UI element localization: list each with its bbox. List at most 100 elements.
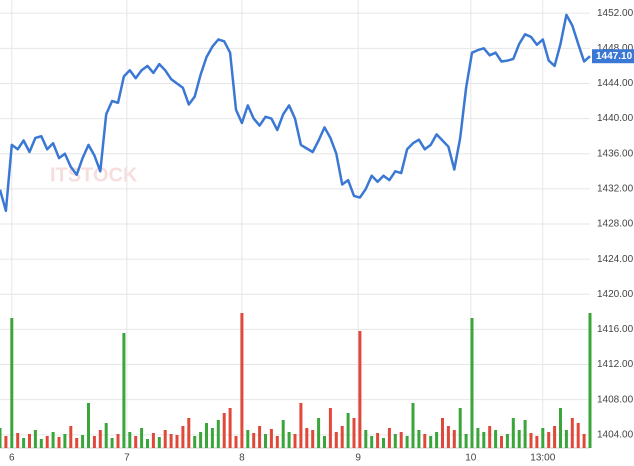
volume-bar <box>570 418 574 448</box>
volume-bar <box>246 430 250 448</box>
price-tag <box>592 49 634 64</box>
y-tick-label: 1448.00 <box>597 43 634 54</box>
volume-bar <box>228 408 232 448</box>
volume-bar <box>234 436 238 448</box>
volume-bar <box>476 428 480 448</box>
volume-bar <box>216 420 220 448</box>
volume-bar <box>181 426 185 448</box>
volume-bar <box>75 438 79 448</box>
volume-bar <box>547 432 551 448</box>
y-tick-label: 1452.00 <box>597 8 634 19</box>
volume-bar <box>323 436 326 448</box>
volume-bar <box>81 435 85 448</box>
volume-bar <box>157 437 161 448</box>
volume-bar <box>28 434 31 448</box>
volume-bar <box>240 313 244 448</box>
volume-bar <box>57 437 61 448</box>
volume-bar <box>529 433 533 448</box>
volume-bar <box>340 426 344 448</box>
y-tick-label: 1436.00 <box>597 148 634 159</box>
volume-bar <box>269 429 273 448</box>
y-tick-label: 1440.00 <box>597 113 634 124</box>
y-tick-label: 1404.00 <box>597 429 634 440</box>
volume-bar <box>275 436 279 448</box>
volume-bar <box>299 403 303 448</box>
volume-bar <box>281 420 285 448</box>
volume-bar <box>553 426 557 448</box>
volume-bar <box>134 436 138 448</box>
volume-bar <box>429 436 433 448</box>
x-tick-label: 13:00 <box>530 453 555 464</box>
volume-bar <box>435 432 439 448</box>
volume-bar <box>222 413 226 448</box>
volume-bar <box>205 423 208 448</box>
volume-bar <box>293 434 297 448</box>
volume-bar <box>4 436 8 448</box>
volume-bar <box>500 436 503 448</box>
volume-bar <box>187 418 191 448</box>
y-tick-label: 1408.00 <box>597 394 634 405</box>
volume-bar <box>92 436 96 448</box>
x-tick-label: 8 <box>239 453 245 464</box>
volume-bar <box>116 434 120 448</box>
y-tick-label: 1424.00 <box>597 254 634 265</box>
volume-bar <box>146 439 149 448</box>
volume-bar <box>582 434 586 448</box>
volume-bar <box>334 432 338 448</box>
volume-bar <box>370 436 374 448</box>
volume-bar <box>576 423 580 448</box>
volume-bar <box>317 418 321 448</box>
volume-bar <box>523 420 527 448</box>
volume-bar <box>470 318 474 448</box>
volume-bar <box>199 432 203 448</box>
volume-bar <box>517 430 521 448</box>
volume-bar <box>163 430 167 448</box>
volume-bar <box>358 331 362 448</box>
volume-bar <box>482 432 486 448</box>
volume-bar <box>151 433 155 448</box>
volume-bar <box>328 408 332 448</box>
volume-bar <box>22 438 26 448</box>
volume-bar <box>63 434 67 448</box>
volume-bar <box>417 430 421 448</box>
volume-bar <box>541 428 545 448</box>
watermark: ITSTOCK <box>50 164 138 186</box>
volume-bar <box>0 428 2 448</box>
volume-bar <box>16 433 20 448</box>
x-tick-label: 10 <box>465 453 477 464</box>
volume-bar <box>252 433 256 448</box>
volume-bar <box>399 432 403 448</box>
volume-bar <box>382 438 385 448</box>
volume-bar <box>535 436 539 448</box>
volume-bar <box>352 418 356 448</box>
y-tick-label: 1412.00 <box>597 359 634 370</box>
volume-bar <box>104 423 108 448</box>
y-tick-label: 1432.00 <box>597 184 634 195</box>
volume-bar <box>305 428 309 448</box>
x-tick-label: 7 <box>124 453 130 464</box>
volume-bar <box>33 430 37 448</box>
volume-bar <box>588 313 592 448</box>
volume-bar <box>210 428 214 448</box>
volume-bar <box>464 434 468 448</box>
price-tag-label: 1447.10 <box>596 51 633 62</box>
volume-bar <box>423 434 427 448</box>
volume-bar <box>128 432 132 448</box>
y-tick-label: 1428.00 <box>597 219 634 230</box>
volume-bar <box>264 434 267 448</box>
volume-bar <box>45 436 49 448</box>
y-tick-label: 1444.00 <box>597 78 634 89</box>
volume-bar <box>488 426 492 448</box>
volume-bar <box>376 433 380 448</box>
volume-bar <box>122 333 126 448</box>
volume-bar <box>364 430 368 448</box>
volume-bar <box>446 426 450 448</box>
volume-bar <box>559 408 562 448</box>
volume-bar <box>39 439 43 448</box>
price-line <box>0 13 591 213</box>
volume-bar <box>564 430 568 448</box>
volume-bar <box>169 434 173 448</box>
volume-bar <box>98 430 102 448</box>
volume-bar <box>258 426 262 448</box>
